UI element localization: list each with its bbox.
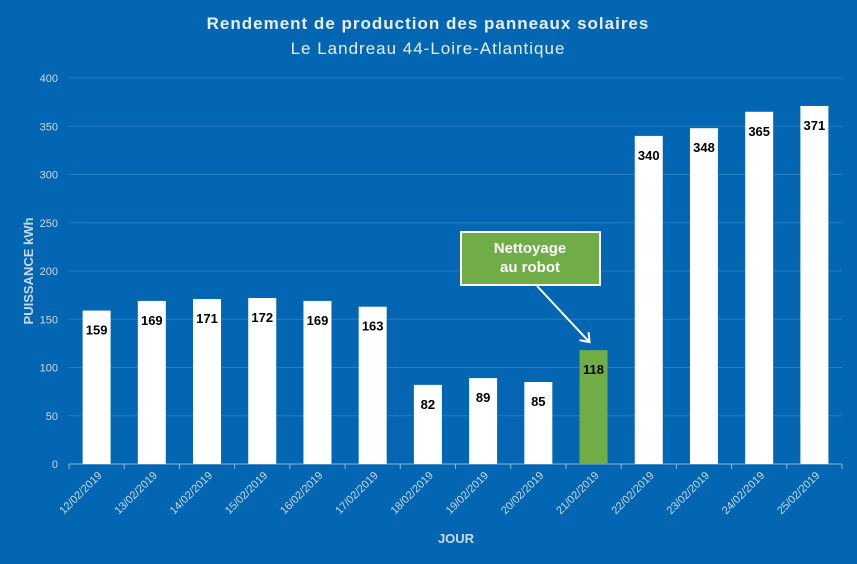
annotation-text: au robot — [500, 259, 560, 276]
y-tick-label: 300 — [40, 170, 58, 182]
data-label: 169 — [307, 313, 329, 328]
data-label: 171 — [196, 311, 218, 326]
bar — [524, 381, 553, 464]
arrowhead-icon — [579, 332, 591, 344]
x-tick-label: 14/02/2019 — [168, 470, 215, 517]
y-tick-label: 200 — [40, 266, 58, 278]
chart-title: Rendement de production des panneaux sol… — [207, 14, 650, 33]
x-tick-label: 18/02/2019 — [389, 470, 436, 517]
bar — [248, 298, 277, 464]
data-label: 118 — [583, 362, 604, 377]
data-label: 82 — [421, 397, 435, 412]
bar — [800, 105, 829, 465]
x-tick-label: 15/02/2019 — [223, 470, 270, 517]
data-label: 348 — [693, 140, 715, 155]
y-tick-label: 250 — [40, 218, 58, 230]
bar — [303, 300, 332, 464]
bar — [82, 310, 111, 464]
annotation-text: Nettoyage — [494, 240, 567, 257]
y-tick-label: 350 — [40, 121, 58, 133]
chart-subtitle: Le Landreau 44-Loire-Atlantique — [291, 39, 566, 58]
y-tick-label: 0 — [52, 459, 58, 471]
x-tick-label: 12/02/2019 — [57, 470, 104, 517]
data-label: 340 — [638, 148, 660, 163]
data-label: 163 — [362, 319, 384, 334]
y-axis-label: PUISSANCE kWh — [21, 217, 36, 324]
x-tick-label: 24/02/2019 — [720, 470, 767, 517]
bar — [137, 300, 166, 464]
y-tick-label: 100 — [40, 363, 58, 375]
bar — [634, 135, 663, 464]
x-tick-label: 19/02/2019 — [444, 470, 491, 517]
x-tick-label: 25/02/2019 — [775, 470, 822, 517]
x-tick-label: 22/02/2019 — [609, 470, 656, 517]
x-axis-label: JOUR — [438, 531, 475, 546]
data-label: 365 — [748, 124, 770, 139]
x-tick-label: 17/02/2019 — [333, 470, 380, 517]
data-label: 85 — [531, 394, 545, 409]
data-label: 89 — [476, 390, 490, 405]
y-tick-label: 400 — [40, 73, 58, 85]
x-tick-label: 20/02/2019 — [499, 470, 546, 517]
data-label: 169 — [141, 313, 163, 328]
data-label: 371 — [804, 118, 826, 133]
bar — [413, 384, 442, 464]
annotation-arrow — [536, 285, 591, 343]
x-tick-label: 16/02/2019 — [278, 470, 325, 517]
x-tick-label: 13/02/2019 — [113, 470, 160, 517]
bar — [689, 128, 718, 464]
x-tick-label: 21/02/2019 — [554, 470, 601, 517]
y-tick-label: 50 — [46, 411, 58, 423]
y-tick-label: 150 — [40, 314, 58, 326]
bar — [469, 378, 498, 464]
x-tick-label: 23/02/2019 — [665, 470, 712, 517]
bar — [358, 306, 387, 464]
bar — [579, 350, 608, 464]
annotation-box — [460, 231, 601, 286]
bar — [193, 298, 222, 464]
data-label: 159 — [86, 323, 108, 338]
data-label: 172 — [251, 310, 273, 325]
bar — [745, 111, 774, 465]
